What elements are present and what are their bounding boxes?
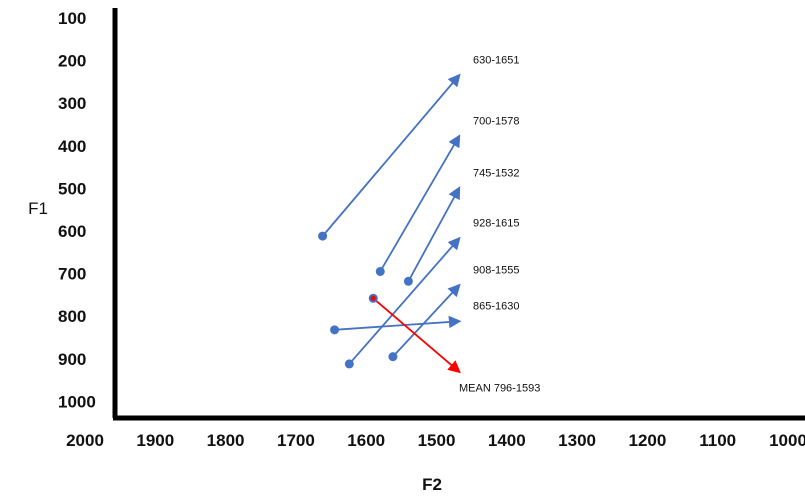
start-point bbox=[344, 359, 354, 369]
y-tick-label: 300 bbox=[58, 94, 86, 113]
y-tick-label: 200 bbox=[58, 52, 86, 71]
formant-arrow: 745-1532 bbox=[403, 167, 519, 286]
y-tick-label: 500 bbox=[58, 179, 86, 198]
arrow-line bbox=[379, 134, 461, 272]
y-tick-labels: 100 200 300 400 500 600 700 800 900 1000 bbox=[58, 9, 96, 411]
y-tick-label: 1000 bbox=[58, 392, 96, 411]
y-tick-label: 700 bbox=[58, 265, 86, 284]
arrow-line bbox=[348, 236, 461, 365]
arrow-line bbox=[334, 315, 462, 331]
x-tick-label: 1200 bbox=[628, 431, 666, 450]
formant-arrow: 630-1651 bbox=[318, 55, 519, 241]
x-tick-label: 1500 bbox=[418, 431, 456, 450]
start-point bbox=[330, 325, 340, 335]
start-point bbox=[375, 266, 385, 276]
x-tick-label: 1100 bbox=[699, 431, 736, 450]
x-tick-label: 1800 bbox=[207, 431, 245, 450]
y-tick-label: 100 bbox=[58, 9, 86, 28]
arrow-label: 745-1532 bbox=[473, 167, 519, 179]
x-tick-label: 1300 bbox=[558, 431, 596, 450]
y-tick-label: 800 bbox=[58, 307, 86, 326]
x-tick-label: 1600 bbox=[347, 431, 385, 450]
formant-arrow: 865-1630 bbox=[330, 300, 519, 335]
y-tick-label: 900 bbox=[58, 350, 86, 369]
formant-arrow: 700-1578 bbox=[375, 115, 519, 276]
arrow-line bbox=[407, 186, 461, 282]
x-tick-label: 1700 bbox=[277, 431, 315, 450]
start-point-center bbox=[370, 295, 376, 301]
arrow-label: 700-1578 bbox=[473, 115, 519, 127]
formant-arrow: 928-1615 bbox=[344, 218, 519, 369]
arrow-label: 865-1630 bbox=[473, 300, 519, 312]
x-tick-label: 1000 bbox=[769, 431, 805, 450]
y-tick-label: 400 bbox=[58, 137, 86, 156]
start-point bbox=[388, 352, 398, 362]
x-tick-label: 1900 bbox=[136, 431, 174, 450]
x-axis-title: F2 bbox=[422, 475, 442, 494]
x-tick-label: 2000 bbox=[66, 431, 104, 450]
y-tick-label: 600 bbox=[58, 222, 86, 241]
formant-arrow: 908-1555 bbox=[388, 265, 519, 362]
arrow-line bbox=[372, 297, 461, 374]
x-tick-labels: 2000 1900 1800 1700 1600 1500 1400 1300 1200 1100… bbox=[66, 431, 805, 450]
arrow-line bbox=[392, 283, 461, 358]
start-point bbox=[318, 231, 328, 241]
mean-arrow: MEAN 796-1593 bbox=[368, 293, 540, 395]
x-tick-label: 1400 bbox=[488, 431, 526, 450]
start-point bbox=[403, 276, 413, 286]
arrow-label: MEAN 796-1593 bbox=[459, 383, 540, 395]
y-axis-title: F1 bbox=[28, 199, 48, 218]
arrow-label: 630-1651 bbox=[473, 55, 519, 67]
arrow-label: 928-1615 bbox=[473, 218, 519, 230]
arrow-series: 630-1651 700-1578 745-1532 928-1615 908-1555… bbox=[318, 55, 540, 395]
arrow-label: 908-1555 bbox=[473, 265, 519, 277]
arrow-line bbox=[321, 73, 461, 237]
